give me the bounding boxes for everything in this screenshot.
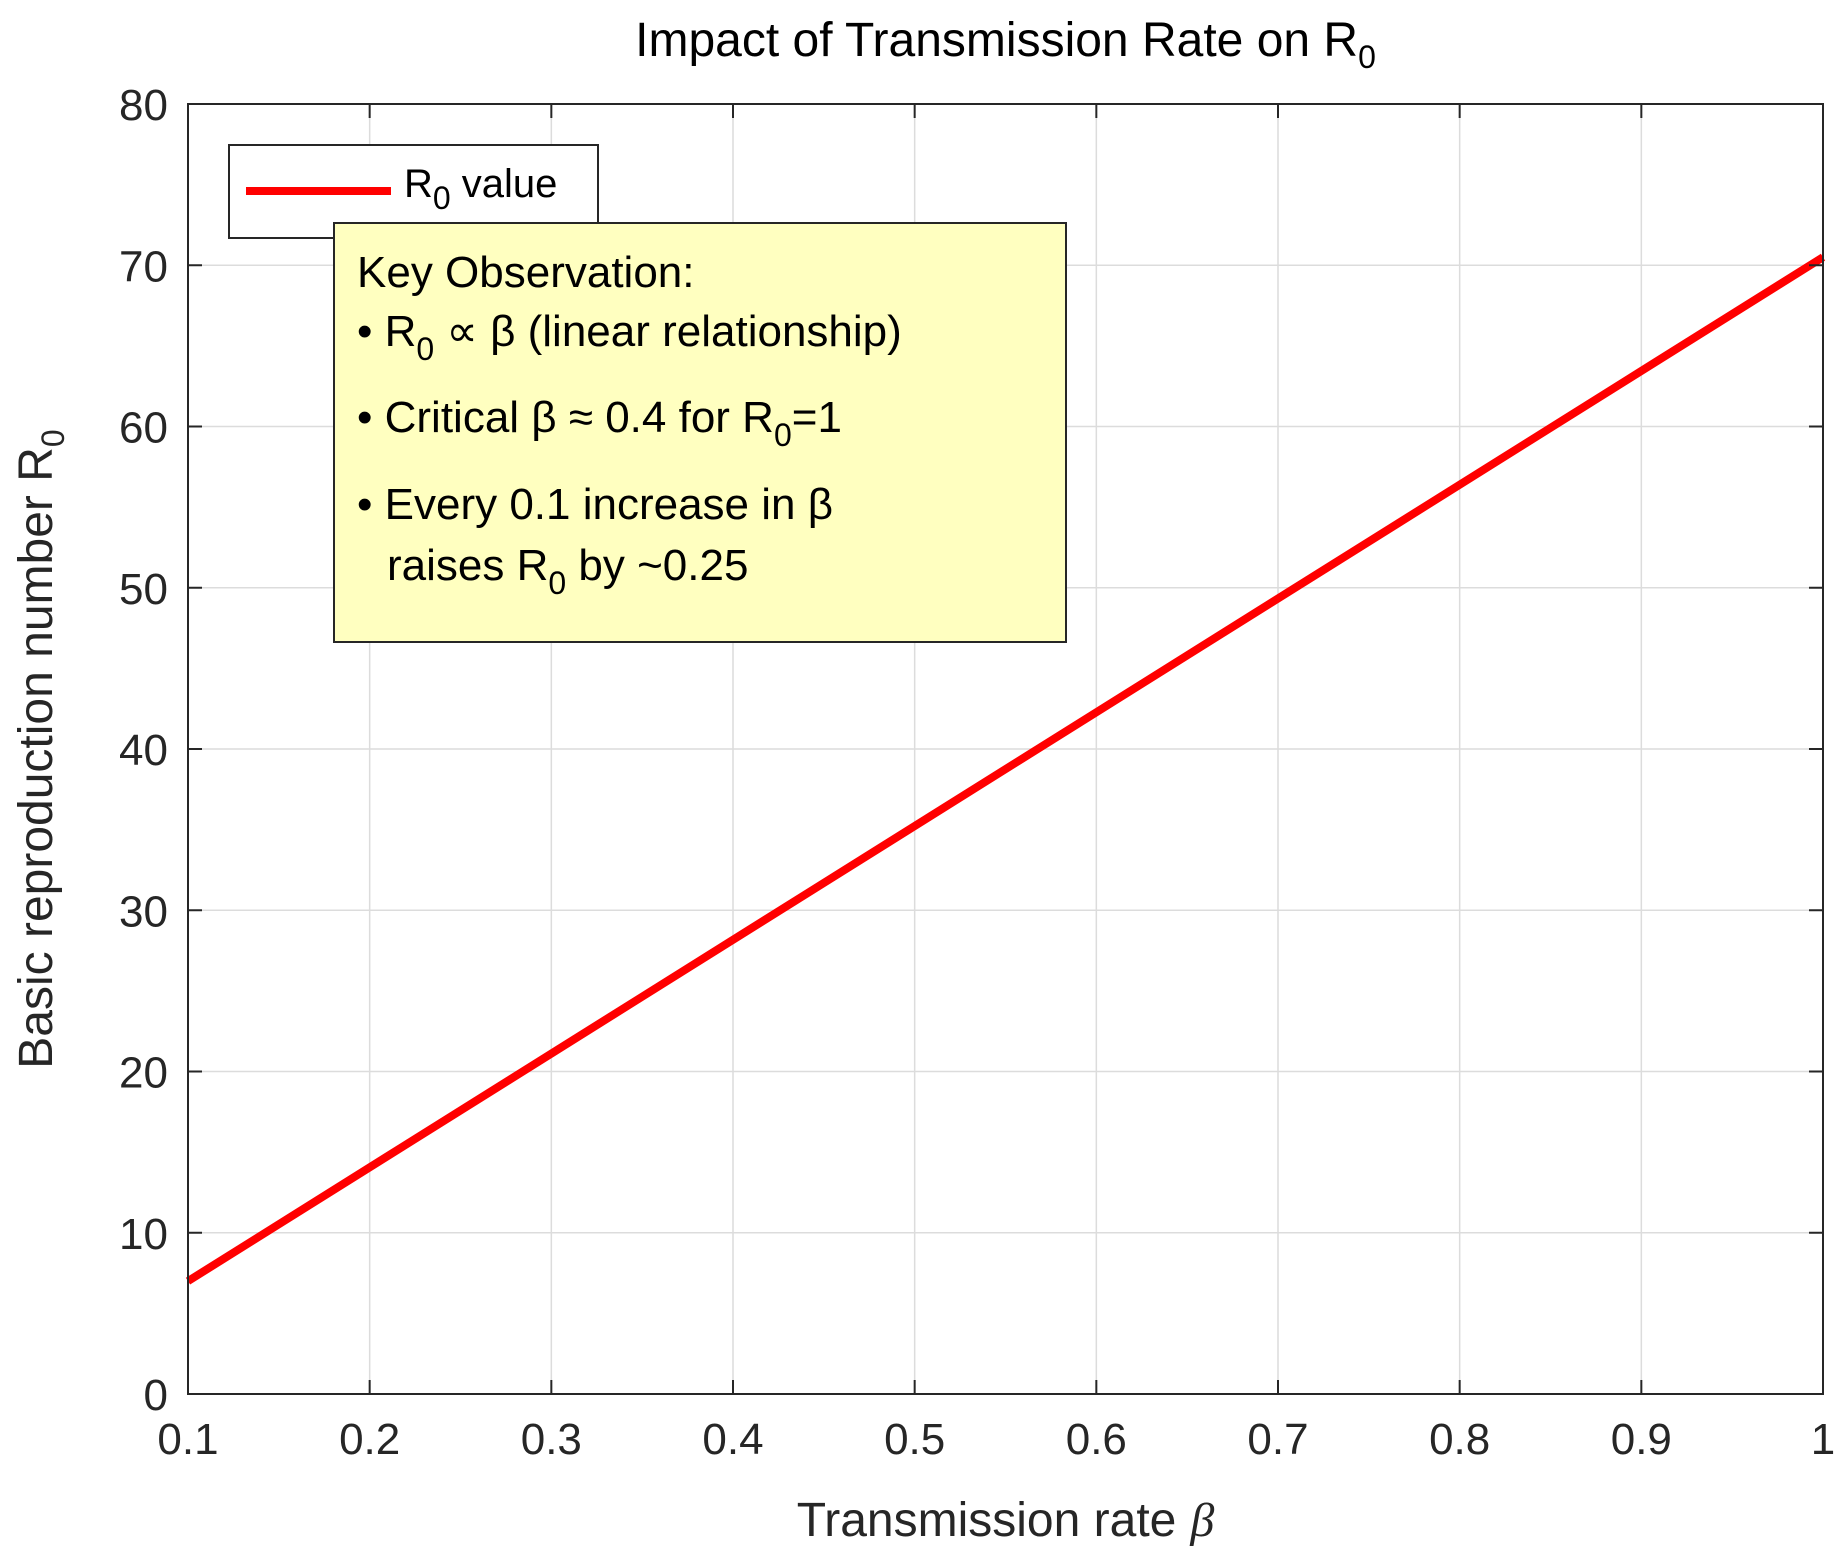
legend-entry-name: R [404,162,433,206]
annotation-text: raises R [387,541,548,590]
legend-entry-label: R0 value [404,162,557,216]
y-tick-label: 20 [119,1049,168,1098]
annotation-text: • R [357,307,416,356]
annotation-subscript: 0 [548,565,566,601]
y-tick-label: 70 [119,242,168,291]
annotation-line: • Every 0.1 increase in β [357,480,833,529]
annotation-text: by ~0.25 [566,541,748,590]
chart-title: Impact of Transmission Rate on R0 [635,14,1376,75]
annotation-text: ∝ β (linear relationship) [434,307,902,356]
x-axis-title: Transmission rate β [797,1494,1215,1547]
annotation-text: • Critical β ≈ 0.4 for R [357,393,774,442]
series-layer [185,253,1826,1285]
x-tick-label: 0.2 [339,1415,400,1464]
annotation-box: Key Observation:• R0 ∝ β (linear relatio… [333,222,1067,643]
x-tick-label: 0.9 [1611,1415,1672,1464]
legend-entry-subscript: 0 [433,180,451,216]
y-tick-label: 50 [119,565,168,614]
y-tick-label: 10 [119,1210,168,1259]
x-tick-label: 0.6 [1066,1415,1127,1464]
x-tick-label: 0.7 [1247,1415,1308,1464]
y-tick-label: 0 [144,1371,168,1420]
annotation-subscript: 0 [416,331,434,367]
y-axis-title-text: Basic reproduction number R [10,447,63,1069]
annotation-line: Key Observation: [357,248,695,297]
x-axis-title-symbol: β [1189,1494,1214,1547]
annotation-line: • Critical β ≈ 0.4 for R0=1 [357,393,842,453]
x-tick-label: 0.4 [702,1415,763,1464]
annotation-background [333,222,1067,643]
series-line-r0 [185,253,1826,1285]
annotation-text: =1 [792,393,842,442]
x-tick-label: 0.1 [157,1415,218,1464]
x-tick-label: 1 [1811,1415,1835,1464]
y-tick-label: 30 [119,887,168,936]
legend-entry-suffix: value [451,162,558,206]
y-tick-label: 80 [119,81,168,130]
annotation-subscript: 0 [774,417,792,453]
x-tick-label: 0.5 [884,1415,945,1464]
x-tick-label: 0.3 [521,1415,582,1464]
x-tick-label: 0.8 [1429,1415,1490,1464]
annotation-text: Key Observation: [357,248,695,297]
x-axis-title-text: Transmission rate [797,1494,1177,1547]
annotation-line: • R0 ∝ β (linear relationship) [357,307,902,367]
ticks [187,103,1824,1395]
chart-title-text: Impact of Transmission Rate on R [635,14,1358,67]
y-tick-label: 60 [119,404,168,453]
y-axis-title: Basic reproduction number R0 [10,429,71,1068]
annotation-lines: Key Observation:• R0 ∝ β (linear relatio… [357,248,902,601]
chart-title-subscript: 0 [1358,39,1376,75]
tick-labels: 0.1 0.2 0.3 0.4 0.5 0.6 0.7 0.8 0.9 1010203040506… [119,81,1835,1464]
annotation-line: raises R0 by ~0.25 [387,541,748,601]
y-axis-title-subscript: 0 [35,429,71,447]
y-tick-label: 40 [119,726,168,775]
annotation-text: • Every 0.1 increase in β [357,480,833,529]
